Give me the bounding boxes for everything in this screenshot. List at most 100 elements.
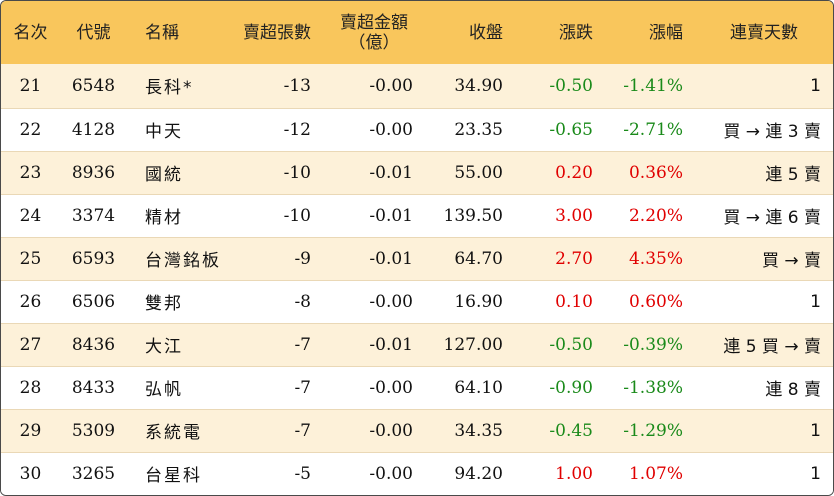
cell-net-amount: -0.00 [323, 279, 425, 323]
cell-pct: -0.39% [605, 322, 695, 366]
table-row: 30 3265 台星科 -5 -0.00 94.20 1.00 1.07% 1 [1, 451, 833, 495]
cell-net-amount: -0.01 [323, 193, 425, 237]
cell-close: 139.50 [425, 193, 515, 237]
cell-net-lots: -5 [223, 451, 323, 495]
cell-change: -0.50 [515, 322, 605, 366]
cell-code: 5309 [60, 408, 127, 452]
cell-code: 8436 [60, 322, 127, 366]
cell-close: 64.10 [425, 365, 515, 409]
cell-net-amount: -0.00 [323, 365, 425, 409]
cell-net-lots: -7 [223, 365, 323, 409]
table-row: 26 6506 雙邦 -8 -0.00 16.90 0.10 0.60% 1 [1, 279, 833, 323]
cell-code: 3374 [60, 193, 127, 237]
header-change: 漲跌 [559, 22, 593, 43]
table-body: 21 6548 長科* -13 -0.00 34.90 -0.50 -1.41%… [1, 64, 833, 495]
cell-pct: -1.29% [605, 408, 695, 452]
cell-streak: 買 → 賣 [695, 236, 833, 280]
cell-streak: 1 [695, 408, 833, 452]
cell-change: -0.90 [515, 365, 605, 409]
cell-change: 0.10 [515, 279, 605, 323]
cell-rank: 30 [1, 451, 60, 495]
header-close: 收盤 [469, 22, 503, 43]
header-name: 名稱 [145, 22, 179, 43]
cell-close: 64.70 [425, 236, 515, 280]
cell-name: 中天 [127, 107, 223, 151]
cell-net-lots: -10 [223, 150, 323, 194]
cell-name: 台灣銘板 [127, 236, 223, 280]
cell-close: 55.00 [425, 150, 515, 194]
table-row: 29 5309 系統電 -7 -0.00 34.35 -0.45 -1.29% … [1, 408, 833, 452]
cell-streak: 1 [810, 75, 821, 96]
cell-code: 8433 [60, 365, 127, 409]
cell-net-lots: -9 [223, 236, 323, 280]
cell-close: 23.35 [425, 107, 515, 151]
cell-streak: 1 [695, 451, 833, 495]
cell-name: 系統電 [127, 408, 223, 452]
cell-close: 34.35 [425, 408, 515, 452]
header-net-lots: 賣超張數 [243, 22, 311, 43]
cell-streak: 連 5 賣 [695, 150, 833, 194]
cell-net-amount: -0.01 [323, 150, 425, 194]
cell-change: 0.20 [515, 150, 605, 194]
cell-net-lots: -12 [223, 107, 323, 151]
cell-close: 94.20 [425, 451, 515, 495]
cell-name: 國統 [127, 150, 223, 194]
cell-code: 6593 [60, 236, 127, 280]
cell-pct: -1.41% [623, 75, 683, 96]
cell-streak: 1 [695, 279, 833, 323]
table-row: 28 8433 弘帆 -7 -0.00 64.10 -0.90 -1.38% 連… [1, 365, 833, 409]
cell-rank: 27 [1, 322, 60, 366]
cell-net-lots: -10 [223, 193, 323, 237]
cell-close: 127.00 [425, 322, 515, 366]
cell-pct: 1.07% [605, 451, 695, 495]
cell-rank: 23 [1, 150, 60, 194]
cell-streak: 買 → 連 3 賣 [695, 107, 833, 151]
cell-rank: 21 [19, 75, 42, 96]
cell-change: 2.70 [515, 236, 605, 280]
cell-close: 16.90 [425, 279, 515, 323]
cell-name: 雙邦 [127, 279, 223, 323]
table-row: 24 3374 精材 -10 -0.01 139.50 3.00 2.20% 買… [1, 193, 833, 237]
cell-pct: -1.38% [605, 365, 695, 409]
cell-change: -0.65 [515, 107, 605, 151]
cell-code: 3265 [60, 451, 127, 495]
cell-change: 3.00 [515, 193, 605, 237]
header-rank: 名次 [13, 22, 48, 43]
cell-pct: -2.71% [605, 107, 695, 151]
header-net-amount-line1: 賣超金額 [340, 12, 408, 33]
table-row: 25 6593 台灣銘板 -9 -0.01 64.70 2.70 4.35% 買… [1, 236, 833, 280]
cell-change: -0.50 [549, 75, 593, 96]
cell-pct: 0.36% [605, 150, 695, 194]
cell-rank: 28 [1, 365, 60, 409]
cell-net-lots: -13 [283, 75, 311, 96]
cell-pct: 4.35% [605, 236, 695, 280]
cell-change: 1.00 [515, 451, 605, 495]
cell-pct: 2.20% [605, 193, 695, 237]
cell-name: 精材 [127, 193, 223, 237]
cell-rank: 29 [1, 408, 60, 452]
cell-streak: 連 5 買 → 賣 [695, 322, 833, 366]
cell-code: 6506 [60, 279, 127, 323]
cell-name: 台星科 [127, 451, 223, 495]
header-net-amount: 賣超金額 （億） [323, 1, 425, 64]
cell-streak: 連 8 賣 [695, 365, 833, 409]
cell-rank: 24 [1, 193, 60, 237]
table-row: 27 8436 大江 -7 -0.01 127.00 -0.50 -0.39% … [1, 322, 833, 366]
cell-net-lots: -8 [223, 279, 323, 323]
cell-code: 8936 [60, 150, 127, 194]
cell-name: 弘帆 [127, 365, 223, 409]
cell-net-amount: -0.01 [323, 322, 425, 366]
cell-name: 大江 [127, 322, 223, 366]
header-net-amount-line2: （億） [348, 32, 400, 53]
cell-rank: 22 [1, 107, 60, 151]
cell-name: 長科* [145, 78, 194, 99]
cell-rank: 26 [1, 279, 60, 323]
cell-net-lots: -7 [223, 408, 323, 452]
cell-rank: 25 [1, 236, 60, 280]
cell-code: 6548 [71, 75, 116, 96]
table-row: 21 6548 長科* -13 -0.00 34.90 -0.50 -1.41%… [1, 64, 833, 108]
header-code: 代號 [76, 22, 111, 43]
table-header: 名次 代號 名稱 賣超張數 賣超金額 （億） 收盤 漲跌 漲幅 連賣天數 [1, 1, 833, 64]
